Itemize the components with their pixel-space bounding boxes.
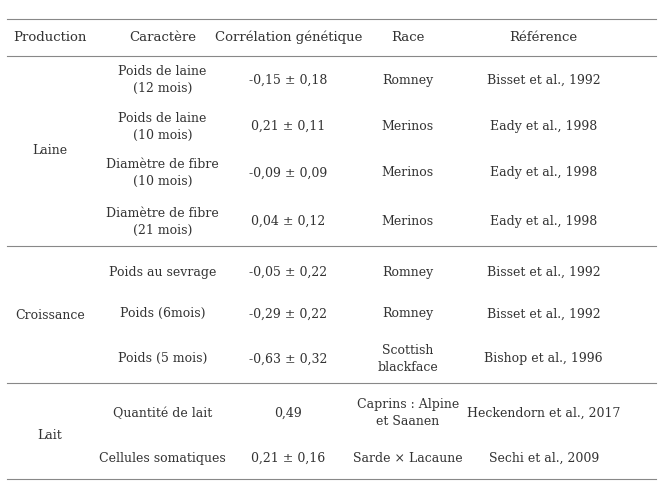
Text: -0,29 ± 0,22: -0,29 ± 0,22 (249, 307, 328, 320)
Text: Race: Race (391, 31, 424, 44)
Text: Production: Production (13, 31, 86, 44)
Text: 0,49: 0,49 (274, 407, 302, 420)
Text: Poids de laine
(10 mois): Poids de laine (10 mois) (118, 112, 207, 142)
Text: Sechi et al., 2009: Sechi et al., 2009 (489, 452, 599, 465)
Text: Merinos: Merinos (382, 167, 434, 179)
Text: Bishop et al., 1996: Bishop et al., 1996 (485, 353, 603, 365)
Text: 0,04 ± 0,12: 0,04 ± 0,12 (251, 215, 326, 228)
Text: Caprins : Alpine
et Saanen: Caprins : Alpine et Saanen (357, 398, 459, 429)
Text: Bisset et al., 1992: Bisset et al., 1992 (487, 307, 601, 320)
Text: -0,15 ± 0,18: -0,15 ± 0,18 (249, 74, 328, 87)
Text: Corrélation génétique: Corrélation génétique (215, 31, 362, 44)
Text: Poids au sevrage: Poids au sevrage (109, 266, 216, 279)
Text: -0,05 ± 0,22: -0,05 ± 0,22 (249, 266, 328, 279)
Text: Caractère: Caractère (129, 31, 196, 44)
Text: Bisset et al., 1992: Bisset et al., 1992 (487, 74, 601, 87)
Text: Romney: Romney (382, 307, 434, 320)
Text: Poids de laine
(12 mois): Poids de laine (12 mois) (118, 65, 207, 95)
Text: Quantité de lait: Quantité de lait (113, 407, 212, 420)
Text: Sarde × Lacaune: Sarde × Lacaune (353, 452, 463, 465)
Text: Merinos: Merinos (382, 120, 434, 133)
Text: Merinos: Merinos (382, 215, 434, 228)
Text: Romney: Romney (382, 74, 434, 87)
Text: Diamètre de fibre
(10 mois): Diamètre de fibre (10 mois) (106, 158, 219, 188)
Text: Laine: Laine (32, 145, 67, 157)
Text: Romney: Romney (382, 266, 434, 279)
Text: -0,63 ± 0,32: -0,63 ± 0,32 (249, 353, 328, 365)
Text: Eady et al., 1998: Eady et al., 1998 (490, 120, 597, 133)
Text: Référence: Référence (510, 31, 577, 44)
Text: Bisset et al., 1992: Bisset et al., 1992 (487, 266, 601, 279)
Text: 0,21 ± 0,11: 0,21 ± 0,11 (251, 120, 326, 133)
Text: Diamètre de fibre
(21 mois): Diamètre de fibre (21 mois) (106, 206, 219, 237)
Text: Croissance: Croissance (15, 309, 85, 322)
Text: Lait: Lait (37, 430, 62, 443)
Text: -0,09 ± 0,09: -0,09 ± 0,09 (249, 167, 328, 179)
Text: Eady et al., 1998: Eady et al., 1998 (490, 215, 597, 228)
Text: Cellules somatiques: Cellules somatiques (99, 452, 226, 465)
Text: Poids (5 mois): Poids (5 mois) (118, 353, 207, 365)
Text: Poids (6mois): Poids (6mois) (120, 307, 205, 320)
Text: Eady et al., 1998: Eady et al., 1998 (490, 167, 597, 179)
Text: Scottish
blackface: Scottish blackface (377, 344, 438, 374)
Text: 0,21 ± 0,16: 0,21 ± 0,16 (251, 452, 326, 465)
Text: Heckendorn et al., 2017: Heckendorn et al., 2017 (467, 407, 621, 420)
